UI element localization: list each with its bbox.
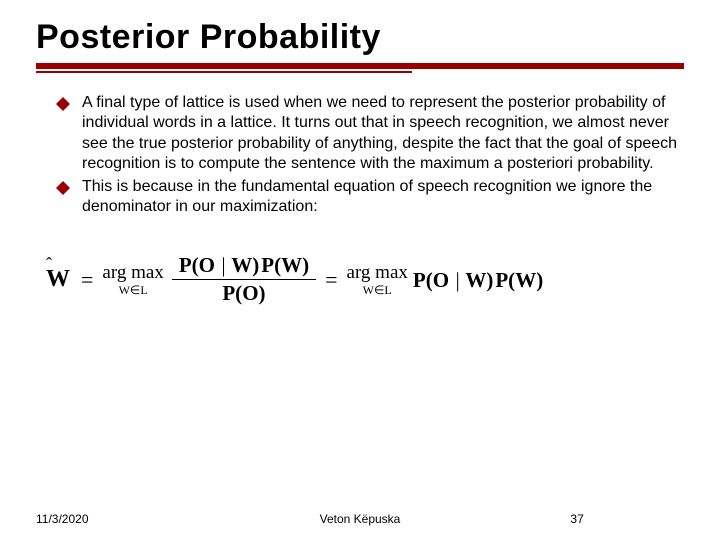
footer: 11/3/2020 Veton Këpuska 37 xyxy=(36,512,684,526)
footer-date: 11/3/2020 xyxy=(36,512,250,526)
eq-argmax-sub: W∈L xyxy=(363,284,392,296)
slide: Posterior Probability A final type of la… xyxy=(0,0,720,540)
eq-argmax: arg max W∈L xyxy=(102,263,163,296)
footer-page: 37 xyxy=(470,512,684,526)
list-item: A final type of lattice is used when we … xyxy=(56,93,680,175)
list-item: This is because in the fundamental equat… xyxy=(56,177,680,218)
title-underline xyxy=(36,63,684,73)
diamond-bullet-icon xyxy=(56,177,82,195)
eq-argmax-sub: W∈L xyxy=(119,284,148,296)
eq-numerator: P(O | W)P(W) xyxy=(172,254,316,277)
eq-argmax: arg max W∈L xyxy=(347,263,408,296)
eq-equals: = xyxy=(81,267,93,293)
eq-fraction-bar xyxy=(172,279,316,281)
eq-argmax-label: arg max xyxy=(102,263,163,282)
bullet-text: A final type of lattice is used when we … xyxy=(82,93,680,175)
content-area: A final type of lattice is used when we … xyxy=(36,93,684,306)
equation: ˆ W = arg max W∈L P(O | W)P(W) P(O) = ar… xyxy=(46,254,680,306)
eq-argmax-label: arg max xyxy=(347,263,408,282)
eq-equals: = xyxy=(325,267,337,293)
footer-author: Veton Këpuska xyxy=(253,512,467,526)
bullet-text: This is because in the fundamental equat… xyxy=(82,177,680,218)
eq-fraction: P(O | W)P(W) P(O) xyxy=(172,254,316,306)
eq-rhs: P(O | W)P(W) xyxy=(412,267,544,293)
eq-lhs: ˆ W xyxy=(46,266,70,293)
page-title: Posterior Probability xyxy=(36,18,684,57)
eq-denominator: P(O) xyxy=(215,282,272,305)
eq-hat: ˆ xyxy=(46,254,52,275)
diamond-bullet-icon xyxy=(56,93,82,111)
